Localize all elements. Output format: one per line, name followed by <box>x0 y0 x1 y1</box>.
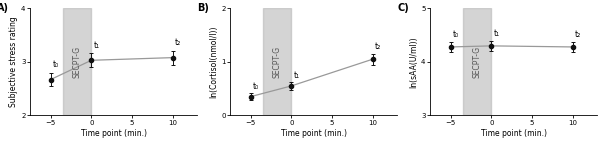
Text: A): A) <box>0 3 9 13</box>
Text: SECPT-G: SECPT-G <box>73 46 82 78</box>
Text: t₁: t₁ <box>294 71 300 80</box>
Text: C): C) <box>397 3 409 13</box>
Text: t₀: t₀ <box>253 82 259 91</box>
Y-axis label: ln(Cortisol(nmol/l)): ln(Cortisol(nmol/l)) <box>209 26 218 98</box>
Text: SECPT-G: SECPT-G <box>272 46 281 78</box>
Text: t₂: t₂ <box>175 38 181 47</box>
X-axis label: Time point (min.): Time point (min.) <box>281 129 347 138</box>
Text: t₁: t₁ <box>94 41 100 50</box>
X-axis label: Time point (min.): Time point (min.) <box>80 129 146 138</box>
Text: SECPT-G: SECPT-G <box>473 46 482 78</box>
Bar <box>463 8 491 115</box>
Bar <box>263 8 292 115</box>
Text: t₂: t₂ <box>575 30 581 39</box>
Y-axis label: Subjective stress rating: Subjective stress rating <box>9 16 18 107</box>
Text: t₁: t₁ <box>494 29 500 38</box>
Text: t₀: t₀ <box>453 30 460 39</box>
Bar <box>63 8 91 115</box>
Y-axis label: ln(sAA(U/ml)): ln(sAA(U/ml)) <box>409 36 418 88</box>
Text: t₂: t₂ <box>375 42 381 51</box>
Text: B): B) <box>197 3 209 13</box>
Text: t₀: t₀ <box>53 60 59 69</box>
X-axis label: Time point (min.): Time point (min.) <box>481 129 547 138</box>
